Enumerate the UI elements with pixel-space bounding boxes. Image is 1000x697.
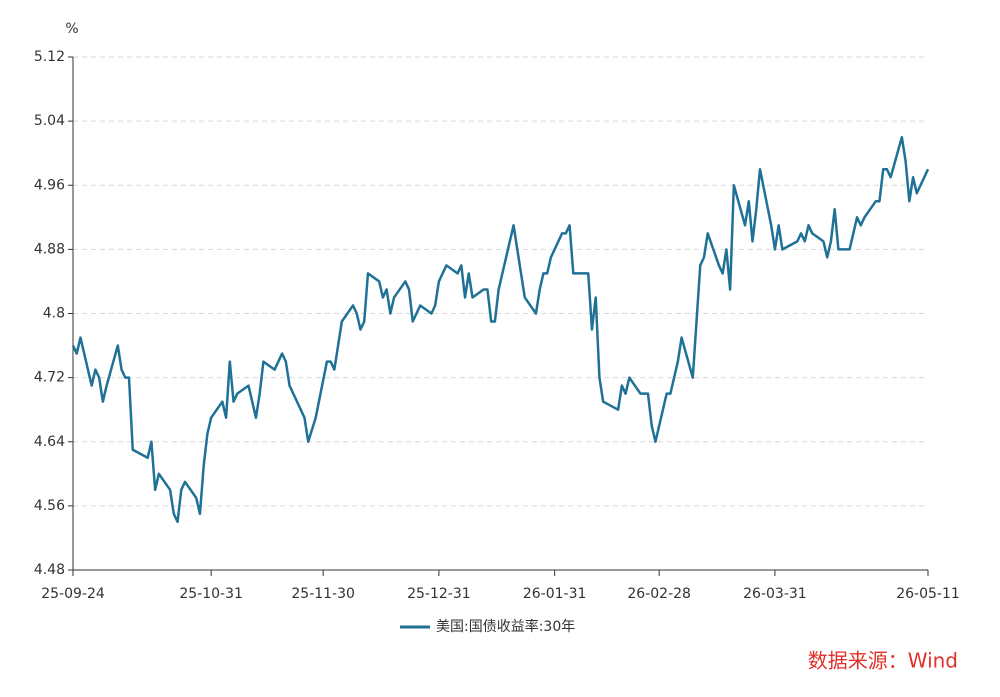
source-note: 数据来源：Wind [808, 649, 958, 673]
y-tick-label: 5.12 [34, 49, 65, 65]
x-tick-label: 26-03-31 [743, 586, 807, 602]
x-tick-label: 25-10-31 [179, 586, 243, 602]
y-tick-label: 4.48 [34, 562, 65, 578]
y-tick-label: 4.8 [43, 306, 65, 322]
x-tick-label: 26-01-31 [523, 586, 587, 602]
x-tick-label: 25-11-30 [291, 586, 355, 602]
x-tick-label: 25-09-24 [41, 586, 105, 602]
y-tick-label: 4.64 [34, 434, 65, 450]
y-tick-label: 5.04 [34, 113, 65, 129]
y-unit: % [65, 21, 78, 37]
x-tick-label: 25-12-31 [407, 586, 471, 602]
y-tick-label: 4.72 [34, 370, 65, 386]
y-tick-label: 4.96 [34, 177, 65, 193]
x-tick-label: 26-05-11 [896, 586, 960, 602]
series-line [71, 135, 930, 524]
legend-label: 美国:国债收益率:30年 [436, 618, 575, 635]
y-tick-label: 4.56 [34, 498, 65, 514]
x-tick-label: 26-02-28 [627, 586, 691, 602]
y-tick-label: 4.88 [34, 241, 65, 257]
